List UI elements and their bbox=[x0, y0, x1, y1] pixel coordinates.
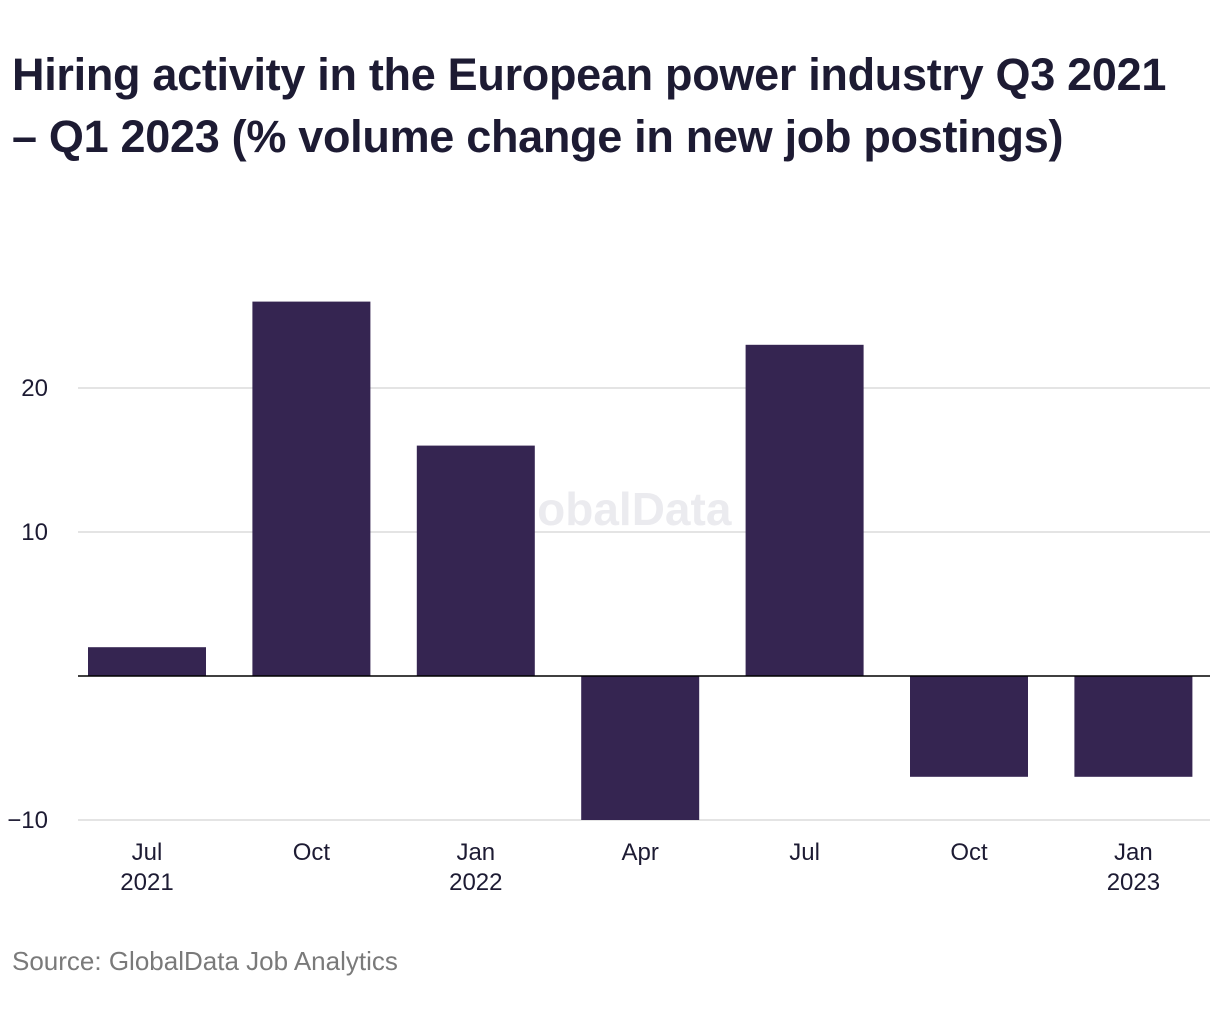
bars bbox=[88, 301, 1193, 820]
chart-title: Hiring activity in the European power in… bbox=[12, 49, 1167, 162]
x-tick-label: Jul bbox=[789, 839, 820, 866]
x-tick-label: 2022 bbox=[449, 869, 502, 896]
bar bbox=[88, 647, 206, 676]
bar bbox=[416, 445, 535, 676]
source-note: Source: GlobalData Job Analytics bbox=[12, 946, 398, 976]
x-tick-label: Jan bbox=[456, 839, 495, 866]
y-tick-label: −10 bbox=[7, 807, 48, 834]
bar bbox=[252, 301, 371, 676]
bar bbox=[910, 676, 1028, 777]
bar bbox=[581, 676, 700, 820]
x-tick-label: Apr bbox=[622, 839, 659, 866]
x-tick-label: 2023 bbox=[1107, 869, 1160, 896]
x-tick-label: Oct bbox=[293, 839, 331, 866]
x-axis-ticks: Jul 2021 Oct Jan 2022 Apr Jul Oct Jan 2023 bbox=[120, 839, 1160, 896]
x-tick-label: 2021 bbox=[120, 869, 173, 896]
bar bbox=[745, 344, 864, 676]
y-tick-label: 10 bbox=[21, 519, 48, 546]
y-tick-label: 20 bbox=[21, 375, 48, 402]
x-tick-label: Oct bbox=[950, 839, 988, 866]
x-tick-label: Jan bbox=[1114, 839, 1153, 866]
bar bbox=[1074, 676, 1193, 777]
y-axis-ticks: −10 10 20 bbox=[7, 375, 48, 834]
x-tick-label: Jul bbox=[132, 839, 163, 866]
